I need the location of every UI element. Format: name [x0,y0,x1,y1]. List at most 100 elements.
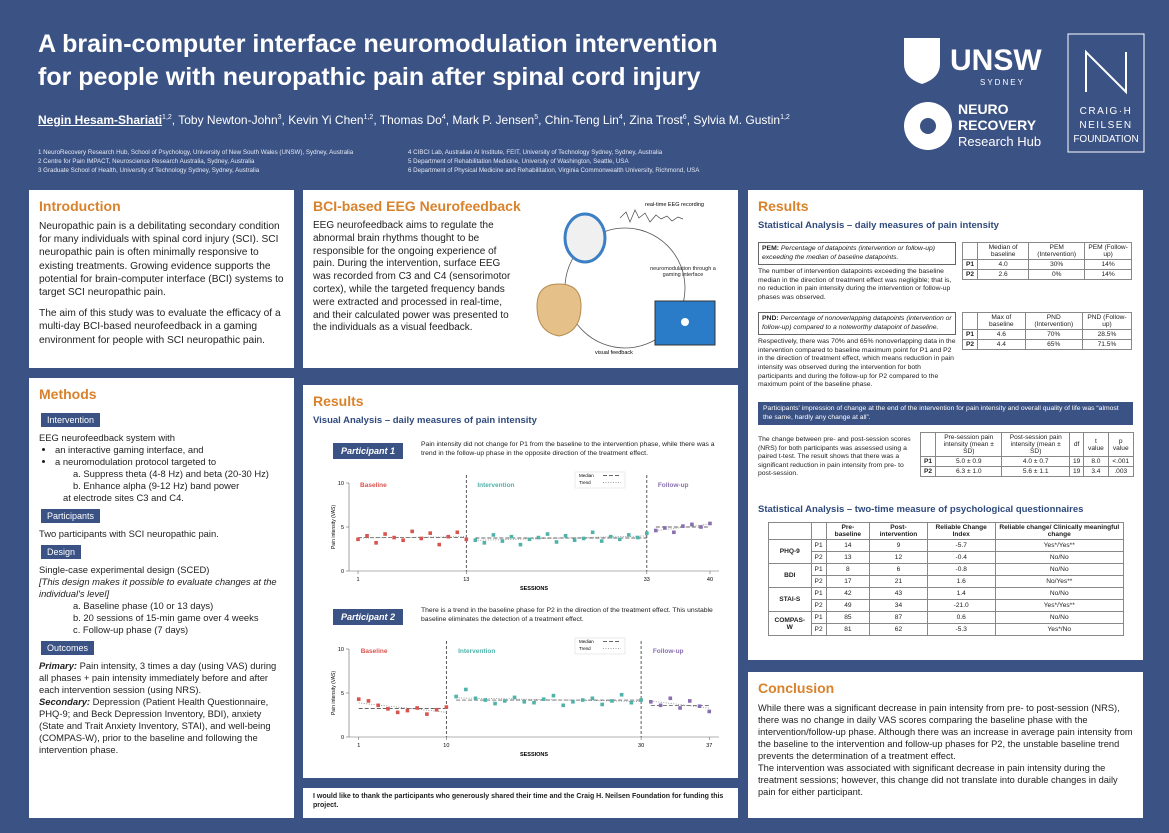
data-point [697,704,702,708]
data-point [419,536,423,541]
data-point [699,525,703,529]
y-axis-label: Pain intensity (VAS) [331,505,337,549]
cell: 0% [1028,269,1086,280]
subheading: Statistical Analysis – daily measures of… [758,220,999,231]
cell: No/Yes** [994,575,1125,588]
data-point [365,534,369,538]
y-axis-label: Pain intensity (VAS) [331,671,337,715]
methods-panel: Methods Intervention EEG neurofeedback s… [29,378,294,818]
data-point [509,534,514,539]
header-cell: Reliable Change Index [926,522,996,540]
header-cell: p value [1107,432,1134,457]
text: at electrode sites C3 and C4. [63,492,184,503]
cell: 6.3 ± 1.0 [935,466,1003,477]
data-point [687,699,692,703]
data-point [610,699,614,703]
diagram-label: visual feedback [595,350,633,356]
cell: 70% [1024,329,1083,340]
data-point [635,535,640,540]
y-tick-label: 0 [341,569,344,575]
author: Thomas Do4, [379,113,453,127]
y-tick-label: 0 [341,735,344,741]
chart: 0 5 10 1 10 30 37 Pain intensity (VAS) SESSIONS B… [331,637,719,758]
cell: 5.0 ± 0.9 [935,456,1003,467]
data-point [383,532,387,536]
data-point [518,542,523,547]
questionnaire-table: Pre-baseline Post-intervention Reliable Ch… [768,522,1125,636]
bci-diagram: real-time EEG recording neuromodulation … [536,202,716,356]
list: an interactive gaming interface, and a n… [39,444,284,468]
header-cell: t value [1083,432,1109,457]
data-point [356,697,361,701]
cell: -0.8 [926,563,996,576]
participant-block: Participant 1 Pain intensity did not cha… [333,441,728,459]
data-point [464,687,468,692]
cell: 65% [1024,339,1083,350]
cell: 4.4 [977,339,1026,350]
heading: Introduction [39,198,121,214]
header-cell: df [1068,432,1085,457]
text: Pain intensity, 3 times a day (using VAS… [39,660,277,695]
data-point [532,700,536,705]
text: Two participants with SCI neuropathic pa… [39,528,219,539]
chart: 0 5 10 1 13 33 40 Pain intensity (VAS) SESSIONS B… [331,471,719,592]
cell: 4.0 [977,259,1030,270]
cell: 62 [869,623,928,636]
acknowledgement: I would like to thank the participants w… [313,793,724,809]
cell: P1 [961,329,979,340]
bci-panel: BCI-based EEG Neurofeedback EEG neurofee… [303,190,738,368]
paragraph: Neuropathic pain is a debilitating secon… [39,221,284,299]
data-point [455,530,460,535]
x-tick-label: 1 [357,743,360,749]
x-tick-label: 1 [356,577,359,583]
x-tick-label: 40 [707,577,713,583]
header-cell: Pre-session pain intensity (mean ± SD) [935,432,1003,457]
introduction-panel: Introduction Neuropathic pain is a debil… [29,190,294,368]
cell: 12 [869,551,928,564]
data-point [590,530,595,535]
data-point [551,693,556,698]
header-cell: Reliable change/ Clinically meaningful c… [994,522,1125,540]
data-point [563,534,568,538]
data-point [437,542,442,547]
item: a. Baseline phase (10 or 13 days) [73,600,214,611]
author-name: Negin Hesam-Shariati [38,113,163,127]
header-cell: Pre-baseline [825,522,871,540]
author-sup: 6 [682,114,687,121]
author-name: Mark P. Jensen [452,113,535,127]
x-axis-label: SESSIONS [520,586,548,592]
legend-label: Trend [579,646,591,651]
cell: 8.0 [1083,456,1109,467]
measure: BDI [768,563,812,588]
text: Respectively, there was 70% and 65% nono… [758,338,956,389]
header-cell [961,312,979,330]
row: P1 5.0 ± 0.9 4.0 ± 0.7 19 8.0 <.001 [919,456,1134,467]
data-point [580,698,585,702]
label: Secondary: [39,696,91,707]
data-point [428,531,433,535]
pnd-table: Max of baseline PND (Intervention) PND (Fo… [961,312,1133,350]
text: 5 Department of Rehabilitation Medicine,… [408,158,629,165]
header-row: Max of baseline PND (Intervention) PND (Fo… [961,312,1133,330]
definition: PND: Percentage of nonoverlapping datapo… [758,312,956,336]
cell: 14% [1084,269,1132,280]
text: 2 Centre for Pain IMPACT, Neuroscience R… [38,158,255,165]
stats-panel: Results Statistical Analysis – daily mea… [748,190,1143,660]
author-sup: 1,2 [363,114,374,121]
data-point [405,708,410,713]
data-point [512,695,517,700]
cell: 43 [869,587,928,600]
cell: P1 [810,563,827,576]
data-point [395,710,400,715]
data-point [645,531,649,535]
data-point [527,537,532,542]
cell: 13 [825,551,871,564]
affiliations: 4 CIBCI Lab, Australian AI Institute, FE… [408,148,768,175]
hub-icon [920,118,936,134]
foundation-box [1067,33,1145,153]
data-point [617,537,622,542]
row: P2 6.3 ± 1.0 5.6 ± 1.1 19 3.4.003 [919,466,1134,477]
paragraph: While there was a significant decrease i… [758,703,1133,761]
data-point [545,532,550,536]
